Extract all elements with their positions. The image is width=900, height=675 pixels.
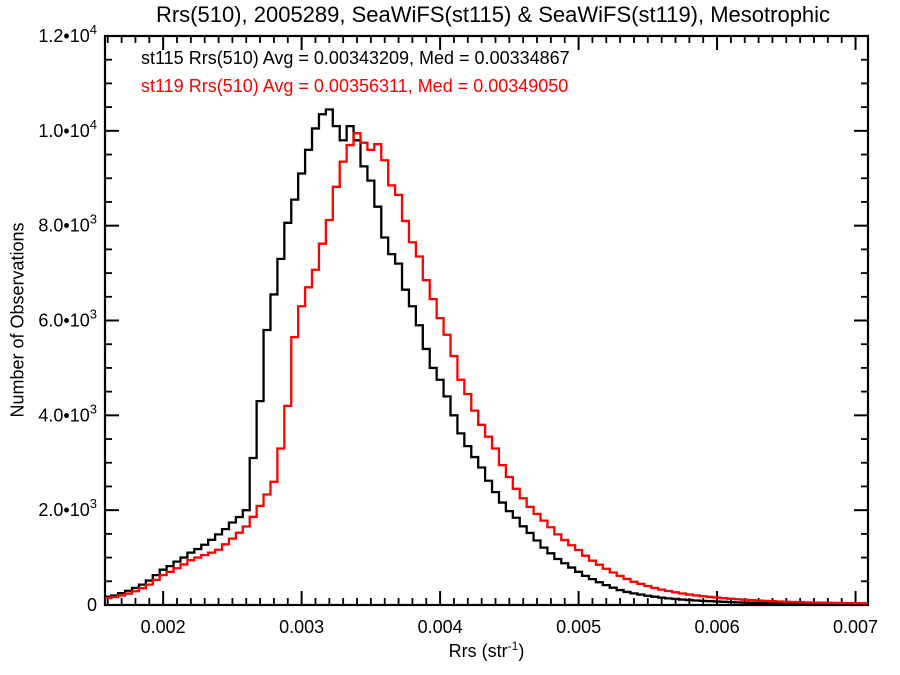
y-tick-label: 0 <box>87 595 97 615</box>
y-axis <box>105 35 868 606</box>
plot-frame <box>103 34 870 607</box>
y-tick-label: 6.0•103 <box>38 307 97 331</box>
x-tick-label: 0.006 <box>695 617 740 637</box>
x-axis-title: Rrs (str-1) <box>449 639 525 661</box>
x-tick-label: 0.005 <box>556 617 601 637</box>
x-tick-label: 0.007 <box>833 617 878 637</box>
series-st119-line <box>105 132 868 605</box>
legend-item-st115: st115 Rrs(510) Avg = 0.00343209, Med = 0… <box>141 48 570 68</box>
x-tick-label: 0.004 <box>418 617 463 637</box>
y-tick-label: 1.0•104 <box>38 117 97 141</box>
y-tick-label: 8.0•103 <box>38 212 97 236</box>
y-tick-label: 1.2•104 <box>38 22 97 46</box>
legend-item-st119: st119 Rrs(510) Avg = 0.00356311, Med = 0… <box>141 76 569 96</box>
x-axis <box>106 36 857 605</box>
axis-tick-labels: 0.002 0.003 0.004 0.005 0.006 0.007 0 2.0•103 4.… <box>38 22 878 661</box>
x-tick-label: 0.002 <box>141 617 186 637</box>
legend: st115 Rrs(510) Avg = 0.00343209, Med = 0… <box>141 44 570 100</box>
chart-title: Rrs(510), 2005289, SeaWiFS(st115) & SeaW… <box>155 2 831 27</box>
x-tick-label: 0.003 <box>279 617 324 637</box>
y-tick-label: 2.0•103 <box>38 496 97 520</box>
y-tick-label: 4.0•103 <box>38 401 97 425</box>
series-st115-line <box>105 108 868 605</box>
